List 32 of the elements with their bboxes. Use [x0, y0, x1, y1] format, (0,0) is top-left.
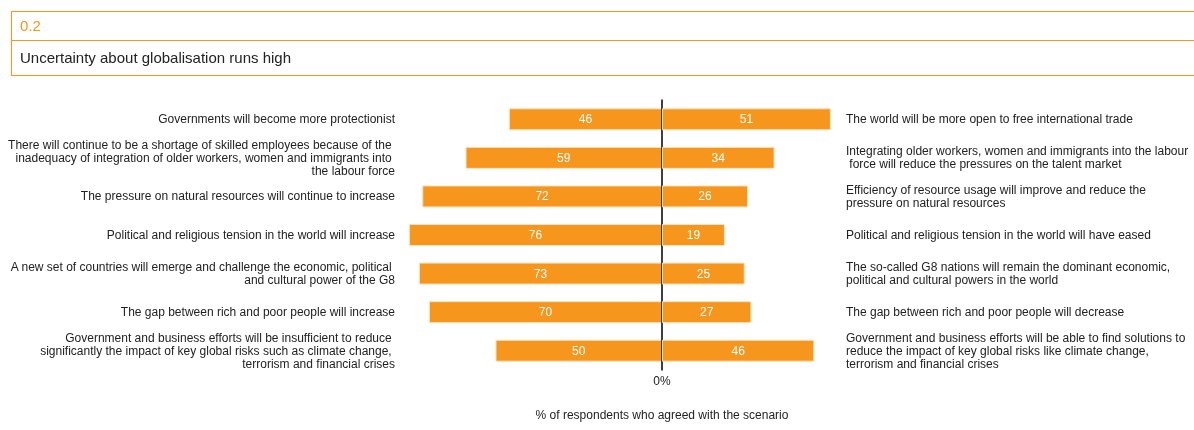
data-label: 51 [739, 112, 754, 127]
data-label: 46 [731, 343, 746, 358]
text: 0.2 [11, 11, 1194, 41]
y-tick-label: The gap between rich and poor people will increase [120, 305, 396, 320]
y-tick-label: Efficiency of resource usage will improve and reduce the pressure on natural resources [846, 182, 1150, 210]
data-label: 70 [538, 305, 553, 320]
y-tick-label: The so-called G8 nations will remain the dominant economic, political and cultural powers in the world [846, 260, 1174, 288]
data-label: 50 [572, 343, 586, 358]
data-label: 46 [578, 112, 593, 127]
data-label: 76 [528, 228, 543, 242]
y-tick-label: Government and business efforts will be able to find solutions to reduce the impact of key global risks like climate change, terrorism and financial crises [846, 330, 1189, 371]
text: Uncertainty about globalisation runs high [11, 41, 1194, 76]
y-tick-label: Integrating older workers, women and immigrants into the labour force will reduce the pressures on the talent market [846, 144, 1189, 172]
x-axis-title: % of respondents who agreed with the scenario [535, 408, 789, 422]
data-label: 27 [700, 305, 714, 320]
data-label: 25 [696, 266, 711, 281]
y-tick-label: Political and religious tension in the world will have eased [846, 228, 1151, 242]
y-tick-label: There will continue to be a shortage of skilled employees because of the inadequacy of integration of older workers, women and immigrants into the labour force [8, 137, 396, 178]
data-label: 19 [686, 228, 701, 242]
data-label: 59 [557, 150, 571, 165]
text: 0% [653, 374, 671, 388]
y-tick-label: A new set of countries will emerge and challenge the economic, political and cultural power of the G8 [10, 260, 396, 288]
data-label: 26 [698, 189, 713, 204]
y-tick-label: Governments will become more protectionist [158, 112, 396, 127]
data-label: 73 [533, 266, 548, 281]
y-tick-label: The pressure on natural resources will continue to increase [80, 189, 396, 204]
y-tick-label: The gap between rich and poor people will decrease [846, 305, 1125, 320]
y-tick-label: Government and business efforts will be insufficient to reduce significantly the impact of key global risks such as climate change, terrorism and financial crises [40, 330, 395, 371]
data-label: 72 [535, 189, 550, 204]
y-tick-label: The world will be more open to free international trade [846, 112, 1134, 127]
data-label: 34 [711, 150, 726, 165]
y-tick-label: Political and religious tension in the world will increase [106, 228, 396, 242]
